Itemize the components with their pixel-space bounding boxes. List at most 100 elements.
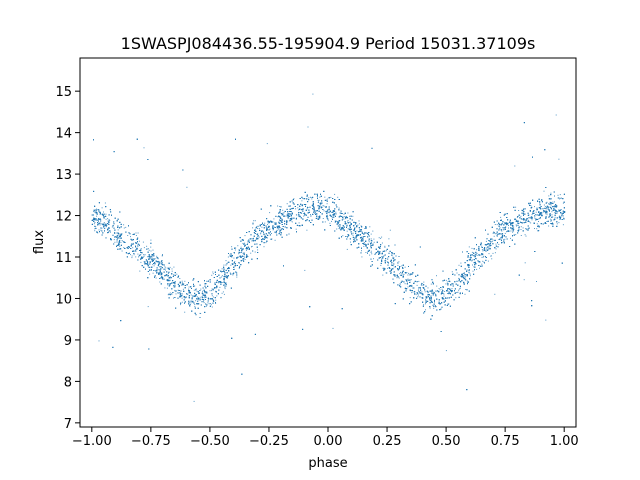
data-point [229,272,231,274]
data-point [208,299,210,301]
data-point [169,279,171,281]
data-point [358,223,360,225]
data-point [455,292,457,294]
data-point [106,224,108,226]
data-point [538,221,539,222]
data-point [194,304,196,306]
data-point [427,292,429,294]
data-point [385,260,387,262]
data-point [400,271,401,273]
data-point [493,235,495,237]
data-point [539,202,541,204]
data-point [183,283,185,285]
data-point [242,248,244,250]
data-point [132,250,134,252]
data-point [345,218,347,220]
data-point [359,237,361,239]
data-point [511,228,513,230]
data-point [324,196,326,198]
data-point [503,239,505,241]
data-point [201,296,203,298]
data-point [251,246,252,248]
data-point [334,193,336,195]
data-point [493,231,495,233]
data-point [387,267,389,269]
data-point [209,290,211,292]
data-point [156,255,158,257]
data-point [445,350,447,352]
data-point [211,295,213,297]
data-point [531,219,533,221]
data-point [203,297,205,299]
data-point [435,306,437,308]
data-point [380,237,382,239]
data-point [162,262,163,264]
data-point [104,202,106,204]
data-point [371,244,373,246]
data-point [516,225,517,227]
data-point [148,254,150,256]
data-point [221,282,223,283]
data-point [404,266,406,268]
data-point [470,259,472,261]
data-point [213,288,215,289]
data-point [492,239,494,241]
data-point [361,236,362,238]
data-point [183,284,185,286]
data-point [482,250,484,252]
data-point [435,306,437,308]
data-point [124,242,126,243]
data-point [516,216,518,218]
data-point [466,280,468,282]
data-point [539,218,541,220]
data-point [522,227,524,229]
data-point [140,248,142,250]
data-point [364,228,366,229]
data-point [258,236,260,238]
data-point [181,280,183,282]
data-point [164,266,166,268]
data-point [130,244,132,246]
data-point [534,228,535,229]
data-point [530,222,532,224]
data-point [469,257,471,259]
data-point [412,291,414,293]
data-point [537,200,538,202]
data-point [481,256,483,258]
data-point [283,212,285,214]
data-point [289,214,291,216]
data-point [538,230,540,232]
data-point [378,237,380,239]
data-point [421,283,423,285]
data-point [507,222,509,224]
data-point [224,272,226,274]
data-point [135,232,137,234]
data-point [449,293,451,294]
data-point [148,249,150,251]
data-point [356,230,358,232]
data-point [370,250,372,252]
data-point [152,264,154,266]
data-point [149,258,151,260]
data-point [337,196,339,198]
data-point [296,214,298,216]
data-point [188,292,190,294]
data-point [173,297,174,299]
data-point [459,292,461,294]
data-point [459,288,460,290]
data-point [204,292,206,294]
data-point [247,242,249,244]
data-point [352,215,354,217]
data-point [503,227,505,229]
data-point [488,240,490,242]
data-point [318,199,320,201]
data-point [290,220,292,222]
data-point [149,255,151,257]
data-point [93,223,95,225]
data-point [408,272,409,274]
data-point [363,242,365,243]
data-point [154,258,156,260]
data-point [515,234,517,236]
data-point [165,267,167,269]
data-point [276,225,278,227]
